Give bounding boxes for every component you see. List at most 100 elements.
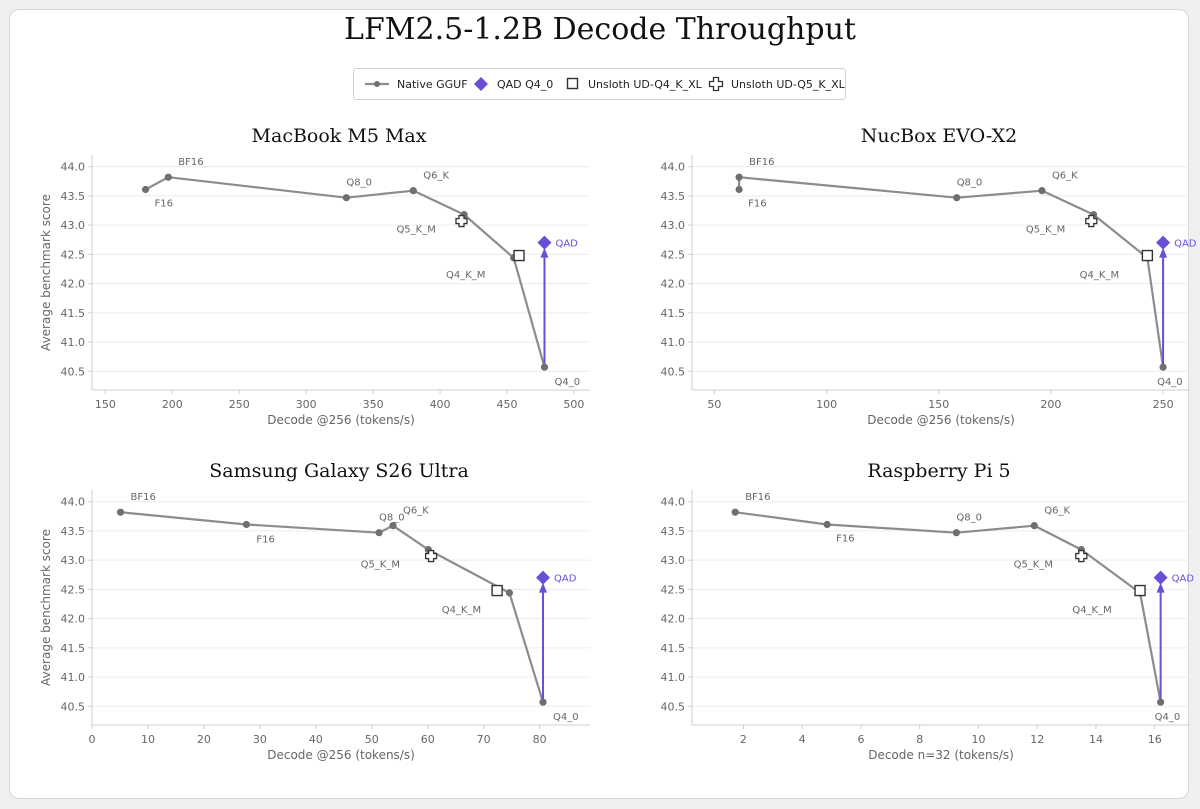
plus-icon xyxy=(708,76,724,92)
native-point-f16 xyxy=(735,185,743,194)
qad-diamond-marker xyxy=(535,570,550,585)
y-tick-label: 43.0 xyxy=(661,219,686,232)
chart-panel-galaxy: Samsung Galaxy S26 Ultra 40.5 41.0 41.5 42.0… xyxy=(39,460,590,762)
x-axis-label: Decode @256 (tokens/s) xyxy=(867,413,1015,427)
native-point-f16 xyxy=(242,520,251,529)
y-tick-label: 40.5 xyxy=(61,365,86,378)
ud-q4-square-marker xyxy=(513,249,525,262)
y-tick-label: 42.0 xyxy=(61,278,86,291)
x-tick-label: 200 xyxy=(162,398,183,411)
qad-diamond-marker xyxy=(1156,235,1171,250)
native-point-label: Q4_K_M xyxy=(1080,270,1119,281)
y-tick-label: 43.0 xyxy=(61,554,86,567)
legend-label-ud-q5: Unsloth UD-Q5_K_XL xyxy=(731,77,845,91)
x-tick-label: 200 xyxy=(1040,398,1061,411)
native-point-label: Q6_K xyxy=(1044,506,1070,517)
ud-q4-square-marker xyxy=(491,584,503,597)
native-point-label: BF16 xyxy=(745,492,770,503)
panel-title: Raspberry Pi 5 xyxy=(867,460,1010,482)
y-tick-label: 41.5 xyxy=(61,642,86,655)
diamond-icon xyxy=(474,77,488,91)
square-icon xyxy=(566,77,579,90)
native-point-q6_k xyxy=(409,187,417,195)
x-tick-label: 80 xyxy=(533,733,547,746)
y-tick-label: 41.0 xyxy=(61,336,86,349)
y-tick-label: 43.5 xyxy=(661,190,686,203)
legend-label-qad: QAD Q4_0 xyxy=(497,77,554,91)
native-point-bf16 xyxy=(735,173,743,181)
y-tick-label: 44.0 xyxy=(661,496,686,509)
x-axis-label: Decode n=32 (tokens/s) xyxy=(868,748,1014,762)
x-tick-label: 6 xyxy=(857,733,864,746)
native-point-label: Q5_K_M xyxy=(396,225,435,236)
y-tick-label: 42.5 xyxy=(61,248,86,261)
native-point-q8_0 xyxy=(952,529,961,537)
native-point-label: BF16 xyxy=(178,157,203,168)
x-tick-label: 50 xyxy=(707,398,721,411)
legend-label-ud-q4: Unsloth UD-Q4_K_XL xyxy=(588,77,702,91)
y-tick-label: 43.5 xyxy=(61,525,86,538)
x-tick-label: 300 xyxy=(296,398,317,411)
native-point-label: Q4_K_M xyxy=(1072,605,1111,616)
x-tick-label: 150 xyxy=(95,398,116,411)
native-point-label: Q4_K_M xyxy=(446,270,485,281)
panel-title: Samsung Galaxy S26 Ultra xyxy=(209,460,469,482)
qad-label: QAD xyxy=(1172,574,1195,585)
y-axis-label: Average benchmark score xyxy=(39,194,53,351)
x-tick-label: 0 xyxy=(89,733,96,746)
legend-item-ud-q4: Unsloth UD-Q4_K_XL xyxy=(565,69,702,99)
native-point-label: F16 xyxy=(256,534,274,545)
y-tick-label: 40.5 xyxy=(61,700,86,713)
qad-arrow-head xyxy=(538,582,547,593)
y-tick-label: 41.5 xyxy=(661,307,686,320)
y-tick-label: 42.5 xyxy=(61,583,86,596)
native-point-label: Q8_0 xyxy=(957,178,983,189)
ud-q5-plus-marker xyxy=(1085,214,1098,228)
x-tick-label: 8 xyxy=(916,733,923,746)
native-point-q8_0 xyxy=(375,529,383,537)
qad-diamond-marker xyxy=(537,235,552,250)
native-point-q4_0 xyxy=(539,698,547,706)
native-point-label: Q4_0 xyxy=(1157,377,1183,388)
legend: Native GGUF QAD Q4_0 Unsloth UD-Q4_K_XL … xyxy=(353,68,846,100)
y-tick-label: 42.5 xyxy=(661,248,686,261)
x-axis-label: Decode @256 (tokens/s) xyxy=(267,748,415,762)
y-tick-label: 44.0 xyxy=(61,161,86,174)
native-point-q4_0 xyxy=(540,363,549,371)
qad-label: QAD xyxy=(1174,239,1197,250)
ud-q5-plus-marker xyxy=(1075,549,1088,563)
x-tick-label: 70 xyxy=(477,733,491,746)
x-axis-label: Decode @256 (tokens/s) xyxy=(267,413,415,427)
x-tick-label: 10 xyxy=(141,733,155,746)
native-point-q4_0 xyxy=(1157,698,1165,706)
y-tick-label: 43.5 xyxy=(61,190,86,203)
x-tick-label: 450 xyxy=(497,398,518,411)
x-tick-label: 250 xyxy=(1153,398,1174,411)
x-tick-label: 100 xyxy=(816,398,837,411)
y-tick-label: 40.5 xyxy=(661,700,686,713)
y-tick-label: 42.5 xyxy=(661,583,686,596)
native-point-bf16 xyxy=(116,508,125,516)
y-tick-label: 44.0 xyxy=(661,161,686,174)
native-point-f16 xyxy=(141,185,150,194)
ud-q4-square-marker xyxy=(1134,584,1146,597)
x-tick-label: 60 xyxy=(421,733,435,746)
chart-panel-raspberry: Raspberry Pi 5 40.5 41.0 41.5 42.0 42.5 43.0 43… xyxy=(661,460,1195,762)
native-point-q4_k_m xyxy=(505,589,514,597)
native-point-q6_k xyxy=(1030,522,1038,530)
y-tick-label: 41.0 xyxy=(61,671,86,684)
legend-item-qad: QAD Q4_0 xyxy=(472,69,553,99)
y-tick-label: 44.0 xyxy=(61,496,86,509)
native-point-label: Q5_K_M xyxy=(1026,225,1065,236)
legend-label-native: Native GGUF xyxy=(397,77,468,91)
x-tick-label: 150 xyxy=(928,398,949,411)
y-tick-label: 43.0 xyxy=(61,219,86,232)
native-point-f16 xyxy=(823,520,831,529)
ud-q4-square-marker xyxy=(1141,249,1154,262)
x-tick-label: 30 xyxy=(253,733,267,746)
x-tick-label: 10 xyxy=(971,733,985,746)
y-axis-label: Average benchmark score xyxy=(39,529,53,686)
native-point-label: Q8_0 xyxy=(956,513,982,524)
panel-title: NucBox EVO-X2 xyxy=(861,125,1018,147)
native-point-q8_0 xyxy=(342,194,350,202)
